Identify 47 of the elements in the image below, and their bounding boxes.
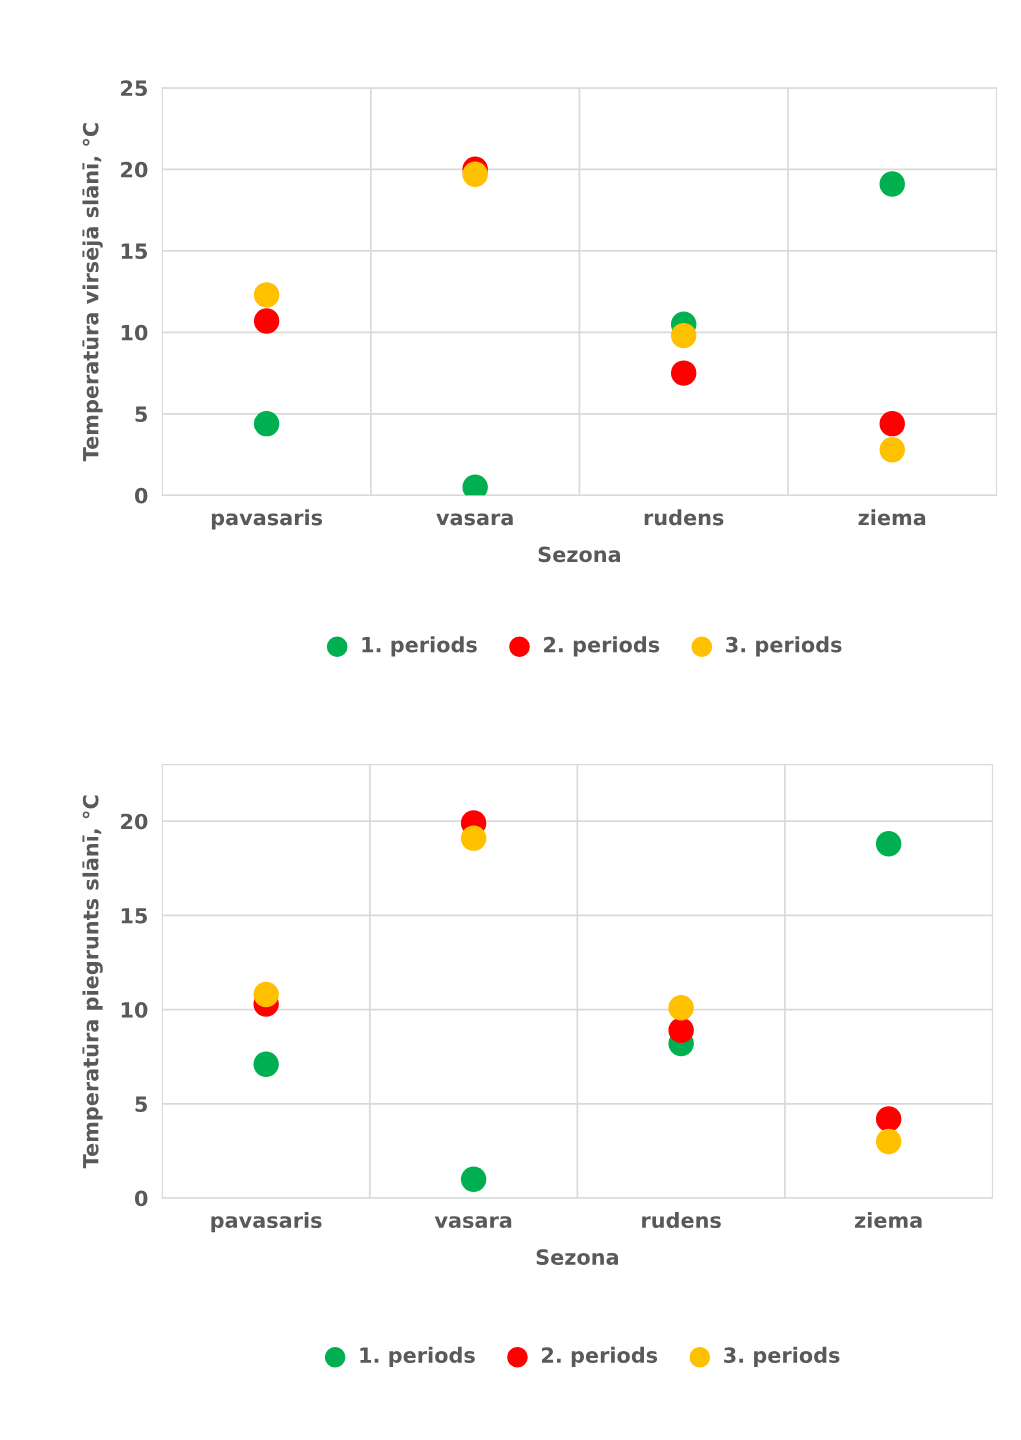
y-tick-label: 20 — [121, 813, 148, 830]
y-tick-label: 0 — [134, 1190, 148, 1207]
point — [253, 410, 280, 437]
x-tick-label: rudens — [644, 509, 724, 526]
y-tick-label: 25 — [121, 80, 147, 97]
legend-label: 1. periods — [360, 1346, 475, 1368]
legend-label: 1. periods — [362, 636, 477, 657]
point — [668, 995, 694, 1021]
legend-label: 3. periods — [724, 1346, 840, 1368]
point — [460, 1166, 487, 1192]
x-axis-title: Sezona — [536, 1249, 618, 1265]
y-tick-label: 5 — [135, 1096, 147, 1113]
legend-label: 2. periods — [544, 636, 660, 657]
y-tick-label: 0 — [134, 487, 148, 504]
point — [668, 1017, 694, 1044]
y-tick-label: 10 — [121, 1002, 148, 1018]
point — [670, 322, 697, 349]
point — [875, 1106, 902, 1132]
y-tick-label: 15 — [121, 243, 147, 260]
y-tick-label: 10 — [121, 324, 148, 341]
x-axis-title: Sezona — [538, 546, 621, 563]
point — [253, 308, 280, 334]
x-tick-label: ziema — [858, 509, 926, 526]
point — [875, 1128, 902, 1155]
point — [875, 831, 902, 857]
legend-label: 2. periods — [542, 1346, 658, 1368]
point — [460, 825, 487, 851]
x-tick-label: ziema — [855, 1211, 922, 1229]
legend-label: 3. periods — [726, 636, 842, 657]
point — [253, 282, 280, 308]
x-tick-label: vasara — [434, 1216, 512, 1229]
point — [879, 410, 905, 437]
x-tick-label: rudens — [642, 1211, 721, 1229]
point — [253, 1051, 279, 1078]
point — [879, 436, 905, 463]
y-axis-title: Temperatūra piegrunts slānī, °C — [82, 795, 103, 1169]
x-tick-label: vasara — [436, 513, 513, 526]
x-tick-label: pavasaris — [211, 1211, 322, 1233]
point — [462, 161, 488, 187]
point — [879, 171, 905, 197]
y-axis-title: Temperatūra virsējā slānī, °C — [82, 123, 103, 462]
point — [253, 981, 279, 1008]
y-tick-label: 15 — [121, 908, 147, 924]
y-tick-label: 20 — [121, 161, 148, 178]
y-tick-label: 5 — [135, 406, 147, 423]
point — [670, 360, 697, 386]
x-tick-label: pavasaris — [211, 509, 323, 530]
